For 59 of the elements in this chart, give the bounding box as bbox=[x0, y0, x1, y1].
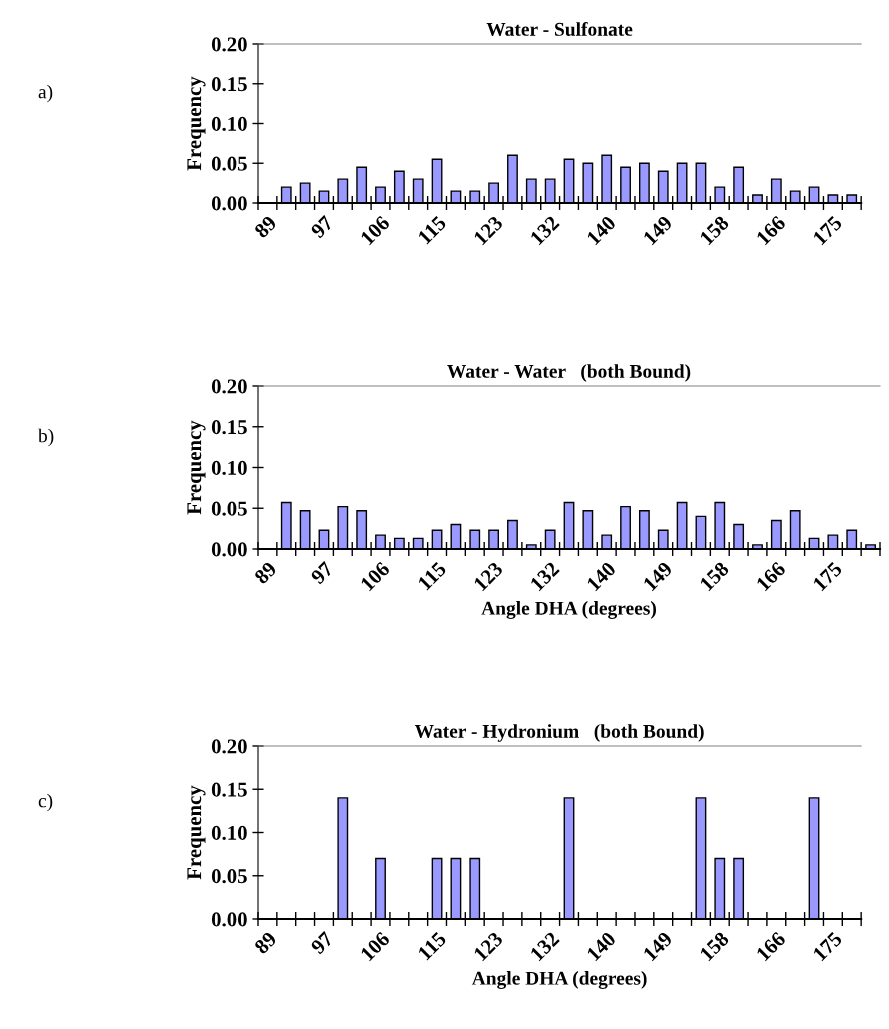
y-tick-label: 0.20 bbox=[211, 37, 247, 52]
x-tick-label: 123 bbox=[473, 215, 504, 246]
y-tick-label: 0.05 bbox=[211, 869, 247, 884]
x-tick-label: 115 bbox=[417, 215, 447, 245]
x-tick-label: 166 bbox=[755, 931, 787, 962]
y-tick-label: 0.10 bbox=[211, 825, 247, 841]
x-tick-label: 132 bbox=[529, 215, 560, 246]
y-tick-label: 0.00 bbox=[211, 912, 247, 927]
x-tick-label: 158 bbox=[699, 561, 730, 592]
x-tick-label: 115 bbox=[417, 561, 447, 591]
y-tick-label: 0.15 bbox=[211, 77, 247, 92]
x-tick-label: 106 bbox=[360, 560, 391, 592]
chart-title: Water - Water (both Bound) bbox=[447, 364, 691, 382]
x-tick-label: 149 bbox=[642, 561, 674, 592]
x-tick-label: 106 bbox=[360, 214, 391, 246]
text: b) bbox=[38, 428, 54, 447]
x-tick-label: 149 bbox=[642, 931, 674, 962]
y-tick-label: 0.15 bbox=[211, 420, 247, 435]
x-tick-label: 97 bbox=[310, 930, 334, 955]
x-tick-label: 166 bbox=[755, 561, 787, 592]
y-tick-label: 0.00 bbox=[211, 196, 247, 211]
x-axis-title: Angle DHA (degrees) bbox=[481, 601, 656, 619]
x-tick-label: 106 bbox=[360, 930, 391, 962]
x-tick-label: 158 bbox=[699, 215, 730, 246]
x-tick-label: 132 bbox=[529, 561, 560, 592]
text: a) bbox=[38, 84, 53, 103]
x-tick-label: 115 bbox=[417, 931, 447, 961]
chart-title: Water - Hydronium (both Bound) bbox=[414, 724, 704, 742]
y-tick-label: 0.00 bbox=[211, 542, 247, 557]
x-axis-title: Angle DHA (degrees) bbox=[471, 971, 647, 989]
y-tick-label: 0.10 bbox=[211, 116, 247, 132]
x-tick-label: 97 bbox=[310, 560, 334, 585]
x-tick-label: 140 bbox=[586, 215, 617, 246]
y-tick-label: 0.10 bbox=[211, 460, 247, 476]
x-tick-label: 123 bbox=[473, 561, 504, 592]
x-tick-label: 97 bbox=[310, 214, 334, 239]
x-tick-label: 132 bbox=[529, 931, 560, 962]
x-tick-label: 149 bbox=[642, 215, 674, 246]
y-tick-label: 0.15 bbox=[211, 782, 247, 797]
x-tick-label: 89 bbox=[253, 215, 278, 239]
y-tick-label: 0.20 bbox=[211, 379, 247, 394]
x-tick-label: 158 bbox=[699, 931, 730, 962]
x-tick-label: 166 bbox=[755, 215, 787, 246]
y-tick-label: 0.05 bbox=[211, 501, 247, 516]
y-axis-title: Frequency bbox=[187, 785, 206, 880]
y-axis-title: Frequency bbox=[187, 76, 206, 171]
y-tick-label: 0.05 bbox=[211, 156, 247, 171]
x-tick-label: 89 bbox=[253, 931, 278, 955]
text: c) bbox=[38, 793, 53, 812]
x-tick-label: 175 bbox=[812, 215, 843, 246]
x-tick-label: 123 bbox=[473, 931, 504, 962]
y-axis-title: Frequency bbox=[187, 420, 206, 515]
x-tick-label: 175 bbox=[812, 931, 843, 962]
x-tick-label: 140 bbox=[586, 561, 617, 592]
x-tick-label: 89 bbox=[253, 561, 278, 585]
y-tick-label: 0.20 bbox=[211, 739, 247, 754]
chart-title: Water - Sulfonate bbox=[486, 21, 633, 36]
x-tick-label: 140 bbox=[586, 931, 617, 962]
x-tick-label: 175 bbox=[812, 561, 843, 592]
